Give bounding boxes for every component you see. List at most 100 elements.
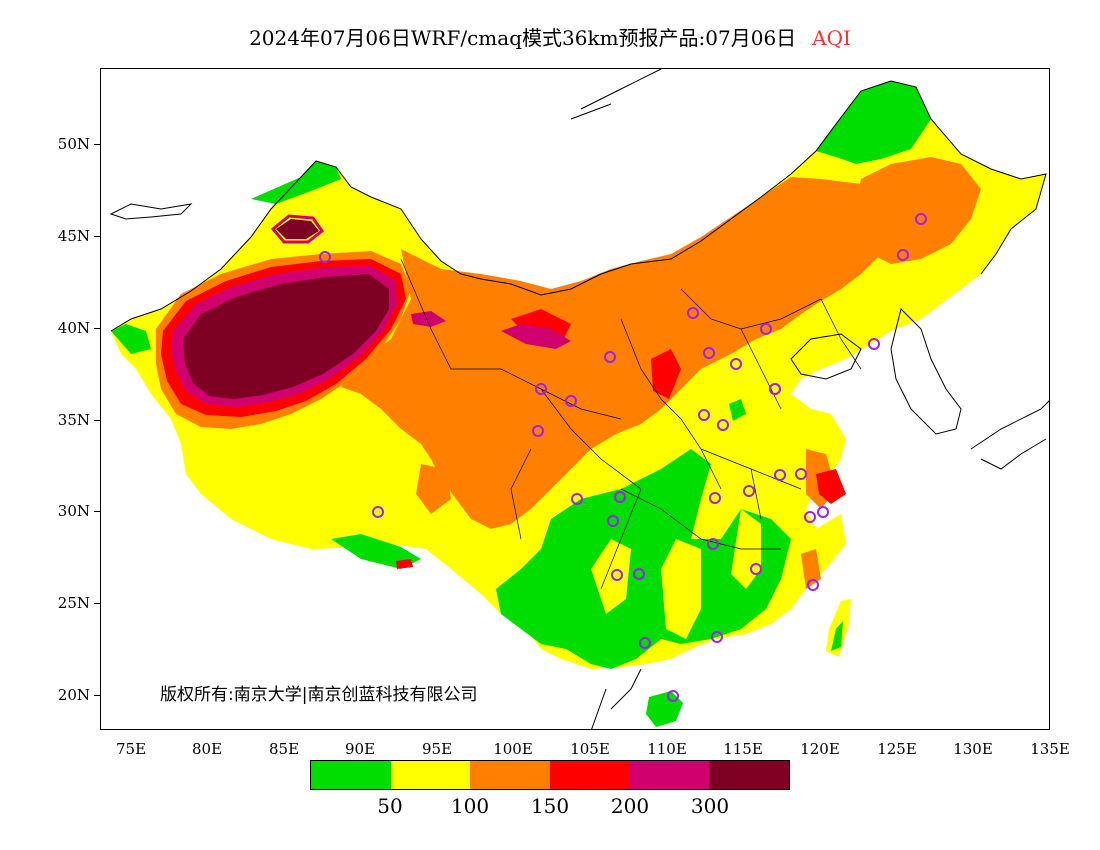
maroon-taklimakan	[183, 274, 389, 399]
city-marker	[711, 631, 723, 643]
lat-label-25n: 25N	[57, 594, 90, 612]
coastline-balkhash	[109, 203, 193, 220]
lon-label-100e: 100E	[493, 740, 533, 758]
tick-lat-35	[94, 420, 100, 421]
city-marker	[817, 506, 829, 518]
city-marker	[535, 383, 547, 395]
city-marker	[707, 538, 719, 550]
tick-lat-50	[94, 144, 100, 145]
lat-label-50n: 50N	[57, 135, 90, 153]
city-marker	[807, 579, 819, 591]
map-frame	[100, 68, 1050, 730]
city-marker	[639, 637, 651, 649]
city-marker	[769, 383, 781, 395]
bohai-coast	[790, 333, 862, 380]
city-marker	[633, 568, 645, 580]
aqi-green-areas	[111, 81, 931, 669]
city-marker	[804, 511, 816, 523]
green-south	[496, 449, 791, 669]
yellow-south-1	[661, 539, 701, 639]
tick-lat-40	[94, 328, 100, 329]
legend-swatch-6	[709, 761, 790, 789]
purple-gansu	[501, 324, 571, 349]
lon-label-120e: 120E	[800, 740, 840, 758]
yellow-south-3	[591, 539, 631, 614]
lon-label-110e: 110E	[647, 740, 687, 758]
aqi-maroon-areas	[183, 219, 389, 399]
orange-northeast	[856, 157, 981, 264]
tick-lat-30	[94, 511, 100, 512]
red-tibet-south	[396, 559, 413, 569]
city-marker	[760, 323, 772, 335]
maroon-dzungaria	[276, 219, 319, 239]
purple-north	[411, 311, 446, 327]
orange-north-belt	[341, 177, 901, 529]
legend-swatch-3	[470, 761, 551, 789]
tick-lat-20	[94, 695, 100, 696]
coastline-japan	[970, 400, 1049, 470]
title-variable: AQI	[812, 26, 851, 50]
city-marker	[607, 515, 619, 527]
city-marker	[774, 469, 786, 481]
city-marker	[698, 409, 710, 421]
city-marker	[319, 251, 331, 263]
lon-label-95e: 95E	[421, 740, 453, 758]
lon-label-115e: 115E	[723, 740, 763, 758]
lat-label-35n: 35N	[57, 411, 90, 429]
orange-tibet-2	[416, 464, 451, 514]
city-marker	[614, 491, 626, 503]
boundaries	[109, 69, 1049, 729]
legend-swatch-5	[629, 761, 710, 789]
legend-swatch-4	[550, 761, 630, 789]
legend-swatch-1	[311, 761, 391, 789]
legend-label-300: 300	[690, 794, 730, 818]
lon-label-80e: 80E	[191, 740, 223, 758]
lon-label-90e: 90E	[344, 740, 376, 758]
lon-label-135e: 135E	[1030, 740, 1070, 758]
lon-label-75e: 75E	[115, 740, 147, 758]
city-marker	[795, 468, 807, 480]
lon-label-85e: 85E	[268, 740, 300, 758]
color-legend	[310, 760, 790, 790]
taiwan-green	[831, 621, 843, 651]
lon-label-125e: 125E	[877, 740, 917, 758]
legend-label-100: 100	[450, 794, 490, 818]
green-northeast	[816, 81, 931, 164]
lon-label-130e: 130E	[953, 740, 993, 758]
title-main: 2024年07月06日WRF/cmaq模式36km预报产品:07月06日	[249, 26, 797, 50]
city-marker	[915, 213, 927, 225]
coastline-korea	[890, 308, 962, 435]
city-marker	[897, 249, 909, 261]
lon-label-105e: 105E	[570, 740, 610, 758]
coastline-vietnam	[591, 668, 642, 729]
tick-lat-25	[94, 603, 100, 604]
city-marker	[730, 358, 742, 370]
city-marker	[611, 569, 623, 581]
legend-label-200: 200	[610, 794, 650, 818]
city-marker	[372, 506, 384, 518]
lat-label-20n: 20N	[57, 686, 90, 704]
province-borders	[400, 258, 862, 590]
city-marker	[532, 425, 544, 437]
city-marker	[743, 485, 755, 497]
city-marker	[709, 492, 721, 504]
lat-label-40n: 40N	[57, 319, 90, 337]
city-marker	[717, 419, 729, 431]
legend-label-150: 150	[530, 794, 570, 818]
city-marker	[750, 563, 762, 575]
map-title: 2024年07月06日WRF/cmaq模式36km预报产品:07月06日 AQI	[0, 22, 1100, 51]
national-border	[110, 80, 1047, 332]
orange-tibet-1	[431, 389, 481, 449]
city-marker	[565, 395, 577, 407]
city-marker	[604, 351, 616, 363]
city-marker	[687, 307, 699, 319]
legend-label-50: 50	[377, 794, 403, 818]
city-marker	[667, 690, 679, 702]
aqi-map	[109, 69, 1049, 729]
lat-label-45n: 45N	[57, 227, 90, 245]
green-tibet-south	[331, 534, 421, 569]
lat-label-30n: 30N	[57, 502, 90, 520]
red-north-china	[651, 349, 681, 399]
coastline-kamchatka	[570, 69, 662, 120]
city-marker	[703, 347, 715, 359]
